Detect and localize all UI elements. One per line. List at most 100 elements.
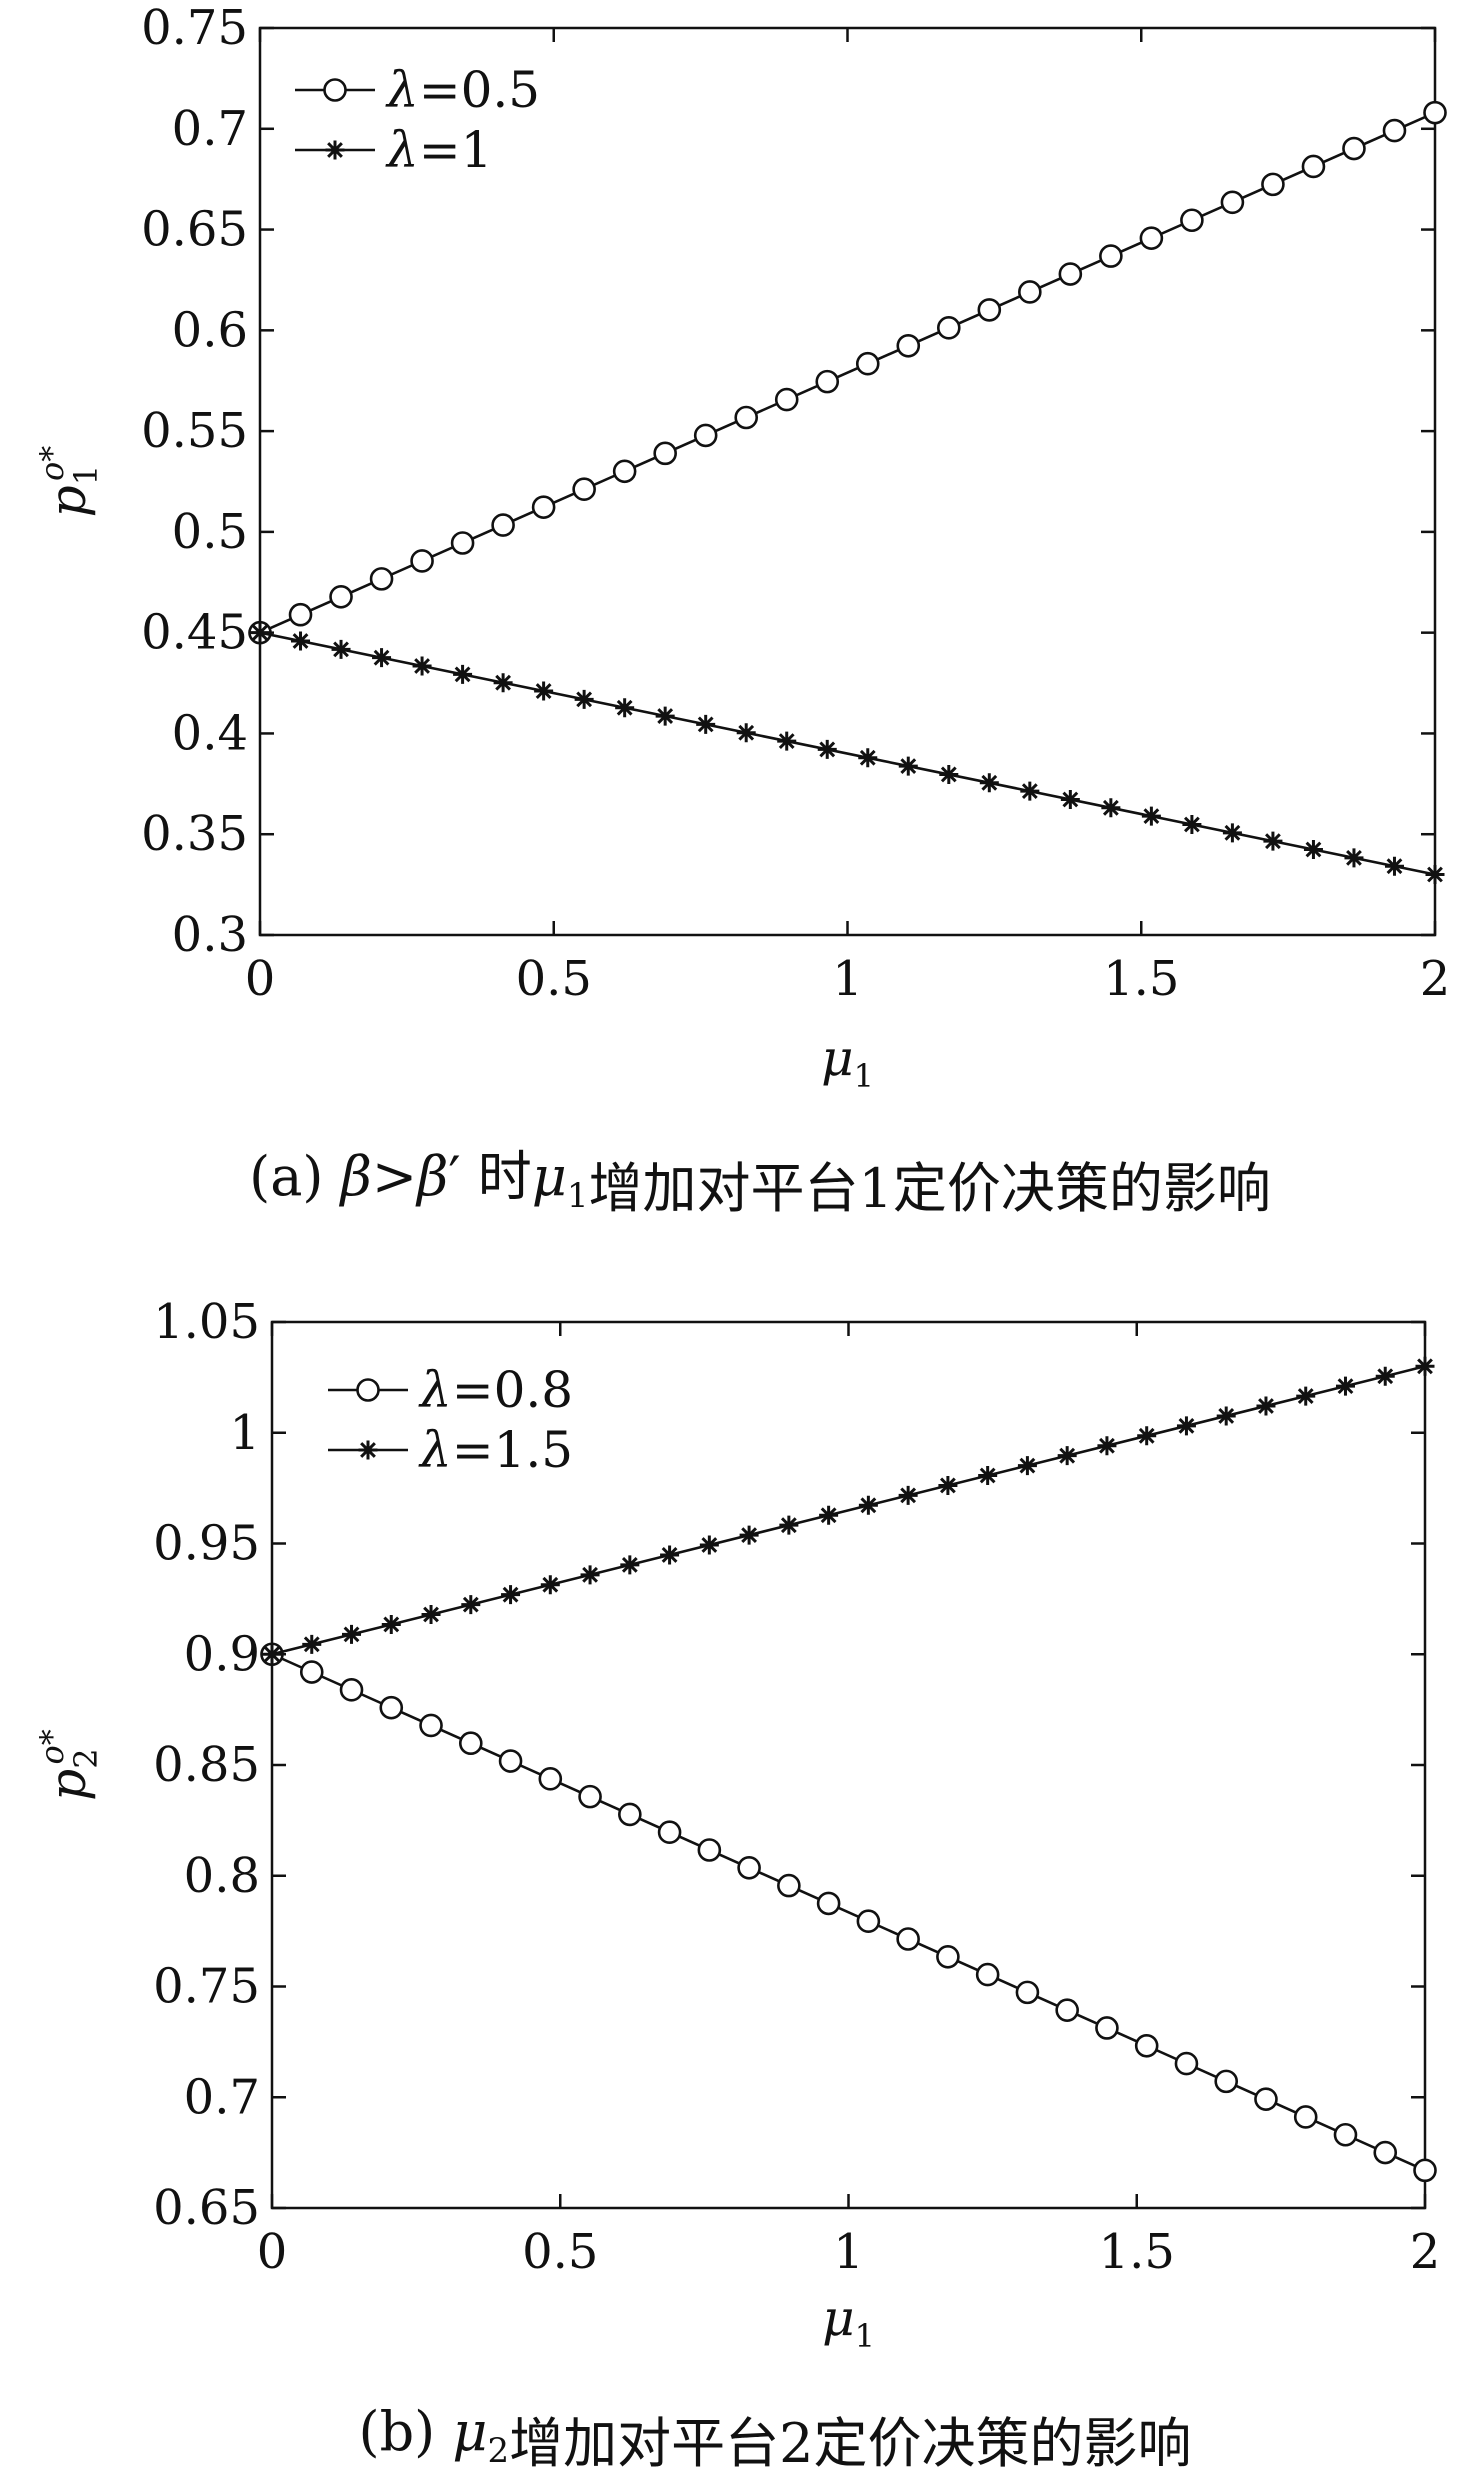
data-point bbox=[412, 656, 432, 676]
data-point bbox=[939, 764, 959, 784]
data-point bbox=[580, 1565, 600, 1585]
y-tick-label: 0.7 bbox=[172, 101, 248, 157]
data-point bbox=[977, 298, 1002, 322]
data-point bbox=[1415, 1356, 1435, 1376]
y-tick-label: 0.55 bbox=[141, 403, 248, 459]
data-point bbox=[540, 1575, 560, 1595]
data-point bbox=[491, 513, 515, 537]
data-point bbox=[696, 714, 716, 734]
series-asterisk bbox=[262, 1356, 1435, 1664]
x-tick-label: 0.5 bbox=[516, 951, 592, 1007]
data-point bbox=[572, 477, 596, 502]
data-point bbox=[1413, 2158, 1437, 2183]
data-point bbox=[369, 567, 394, 591]
data-point bbox=[975, 1962, 1000, 1987]
data-point bbox=[1296, 1386, 1316, 1406]
data-point bbox=[1099, 244, 1123, 268]
x-tick-label: 0 bbox=[245, 951, 276, 1007]
data-point bbox=[574, 689, 594, 709]
y-tick-label: 0.6 bbox=[172, 302, 248, 358]
data-point bbox=[1344, 848, 1364, 868]
data-point bbox=[419, 1713, 443, 1738]
data-point bbox=[618, 1802, 642, 1827]
legend-marker bbox=[323, 78, 347, 102]
x-tick-label: 2 bbox=[1410, 2224, 1441, 2280]
data-point bbox=[1335, 1376, 1355, 1396]
legend-marker bbox=[358, 1440, 378, 1460]
data-point bbox=[534, 681, 554, 701]
data-point bbox=[1222, 823, 1242, 843]
data-point bbox=[898, 756, 918, 776]
series-line bbox=[271, 1365, 1426, 1656]
data-point bbox=[1020, 781, 1040, 801]
x-axis-label: μ1 bbox=[822, 2289, 875, 2355]
data-point bbox=[1342, 136, 1366, 161]
data-point bbox=[1293, 2105, 1318, 2129]
y-tick-label: 0.35 bbox=[141, 806, 248, 862]
data-point bbox=[288, 602, 313, 627]
legend-label: λ=0.8 bbox=[418, 1361, 573, 1419]
data-point bbox=[856, 1909, 881, 1933]
data-point bbox=[450, 531, 475, 555]
data-point bbox=[615, 698, 635, 718]
y-axis-label: p1o* bbox=[33, 446, 105, 518]
y-tick-label: 0.8 bbox=[184, 1848, 260, 1904]
data-point bbox=[936, 1944, 960, 1969]
data-point bbox=[1216, 1406, 1236, 1426]
data-point bbox=[1058, 262, 1083, 286]
data-point bbox=[736, 723, 756, 743]
figure-caption: (b) μ2增加对平台2定价决策的影响 bbox=[359, 2400, 1192, 2475]
data-point bbox=[331, 639, 351, 659]
data-point bbox=[1097, 1436, 1117, 1456]
data-point bbox=[1176, 1416, 1196, 1436]
legend-label: λ=1 bbox=[385, 121, 492, 179]
data-point bbox=[1382, 118, 1407, 143]
data-point bbox=[938, 1475, 958, 1495]
y-tick-label: 0.95 bbox=[153, 1516, 260, 1572]
data-point bbox=[896, 1927, 920, 1951]
data-point bbox=[381, 1614, 401, 1634]
y-axis-label: p2o* bbox=[33, 1729, 105, 1801]
data-point bbox=[1256, 1396, 1276, 1416]
data-point bbox=[302, 1634, 322, 1654]
data-point bbox=[699, 1535, 719, 1555]
data-point bbox=[372, 648, 392, 668]
series-circle bbox=[260, 1642, 1437, 2183]
x-axis-label: μ1 bbox=[821, 1029, 874, 1095]
data-point bbox=[660, 1545, 680, 1565]
data-point bbox=[1137, 1426, 1157, 1446]
data-point bbox=[339, 1678, 364, 1702]
data-point bbox=[329, 585, 353, 609]
data-point bbox=[1263, 831, 1283, 851]
x-tick-label: 1 bbox=[833, 2224, 864, 2280]
legend-label: λ=1.5 bbox=[418, 1421, 573, 1479]
series-line bbox=[259, 111, 1436, 634]
y-tick-label: 0.65 bbox=[141, 202, 248, 258]
data-point bbox=[1174, 2051, 1199, 2076]
legend: λ=0.8λ=1.5 bbox=[328, 1361, 573, 1479]
data-point bbox=[1141, 806, 1161, 826]
data-point bbox=[777, 1873, 801, 1898]
data-point bbox=[1182, 814, 1202, 834]
data-point bbox=[1303, 840, 1323, 860]
data-point bbox=[896, 333, 921, 358]
data-point bbox=[693, 423, 718, 448]
data-point bbox=[1180, 208, 1204, 233]
data-point bbox=[493, 673, 513, 693]
chart-panel-b: 0.65 0.7 0.75 0.8 0.85 0.9 0.95 1 1.05 0 0.5 1 1.5 2 μ… bbox=[33, 1294, 1440, 2475]
data-point bbox=[1134, 2033, 1159, 2058]
y-tick-label: 0.85 bbox=[153, 1737, 260, 1793]
data-point bbox=[1384, 856, 1404, 876]
x-tick-label: 0.5 bbox=[522, 2224, 598, 2280]
data-point bbox=[815, 369, 840, 394]
chart-panel-a: 0.3 0.35 0.4 0.45 0.5 0.55 0.6 0.65 0.7 0.75 0 0.5 1… bbox=[33, 0, 1450, 1220]
series-circle bbox=[248, 100, 1447, 645]
x-tick-label: 1.5 bbox=[1103, 951, 1179, 1007]
data-point bbox=[1057, 1446, 1077, 1466]
data-point bbox=[1301, 154, 1326, 179]
data-point bbox=[379, 1695, 404, 1720]
data-point bbox=[250, 623, 270, 643]
data-point bbox=[1060, 789, 1080, 809]
data-point bbox=[531, 495, 556, 519]
